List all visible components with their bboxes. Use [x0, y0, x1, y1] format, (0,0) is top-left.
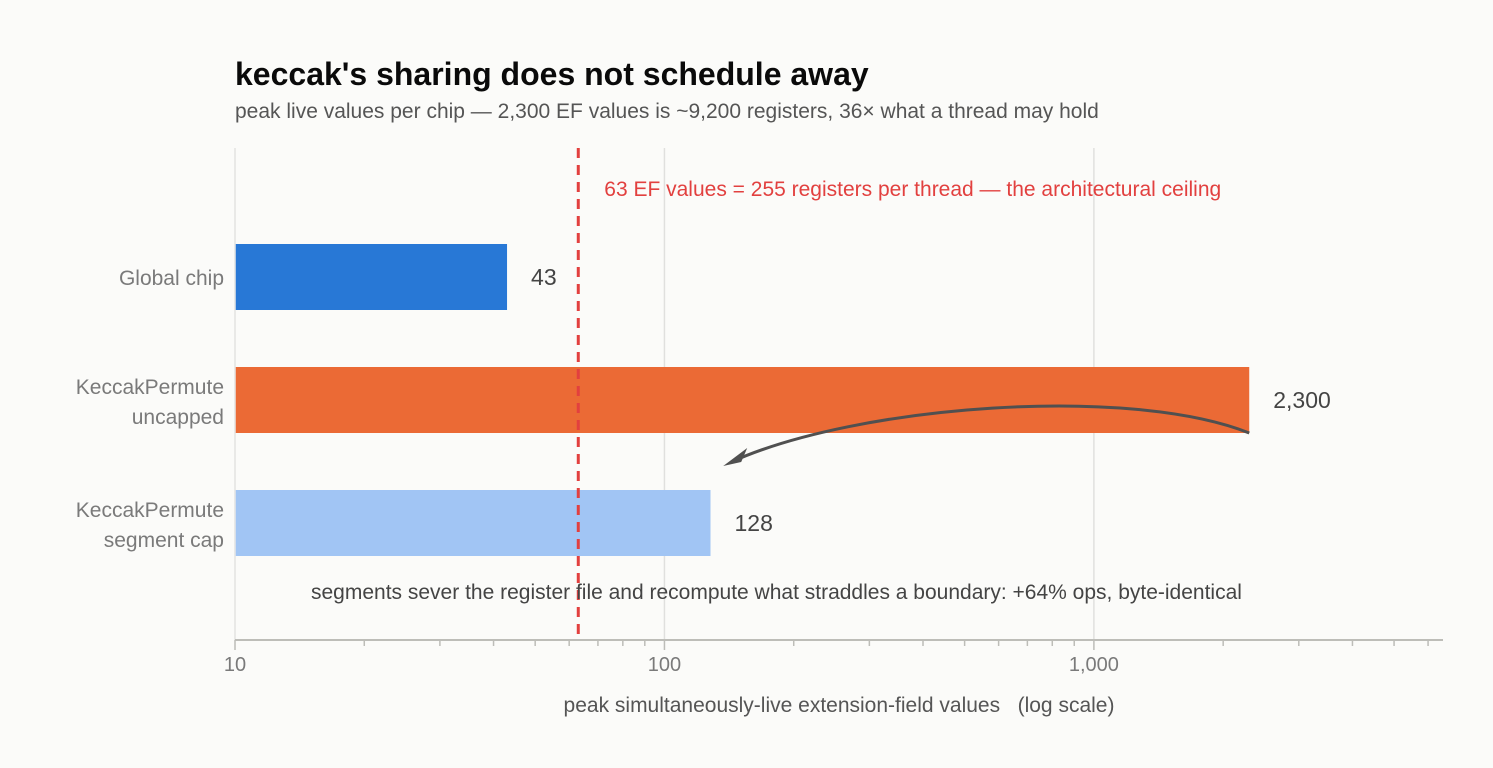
chart-title: keccak's sharing does not schedule away	[235, 56, 869, 92]
category-label: uncapped	[132, 406, 224, 429]
x-axis: 10 100 1,000	[224, 148, 1443, 676]
annotation-group: segments sever the register file and rec…	[311, 404, 1250, 604]
reference-line-group: 63 EF values = 255 registers per thread …	[576, 148, 1221, 640]
arrow-head-icon	[723, 448, 748, 466]
tick-label: 1,000	[1069, 654, 1119, 676]
data-label: 2,300	[1273, 387, 1331, 413]
category-label: KeccakPermute	[76, 376, 224, 399]
bar	[235, 367, 1250, 433]
bar	[235, 490, 711, 556]
annotation-arrow	[730, 404, 1250, 464]
tick-label: 10	[224, 654, 246, 676]
reference-line-label: 63 EF values = 255 registers per thread …	[604, 178, 1221, 201]
bar	[235, 244, 508, 310]
data-label: 128	[734, 510, 772, 536]
category-label: Global chip	[119, 267, 224, 290]
category-label: KeccakPermute	[76, 499, 224, 522]
chart-subtitle: peak live values per chip — 2,300 EF val…	[235, 100, 1099, 123]
annotation-text: segments sever the register file and rec…	[311, 581, 1242, 604]
x-axis-title: peak simultaneously-live extension-field…	[564, 694, 1115, 717]
tick-label: 100	[648, 654, 681, 676]
category-label: segment cap	[104, 529, 224, 552]
data-label: 43	[531, 264, 557, 290]
bars: 43 Global chip 2,300 KeccakPermute uncapped 1…	[76, 244, 1331, 556]
